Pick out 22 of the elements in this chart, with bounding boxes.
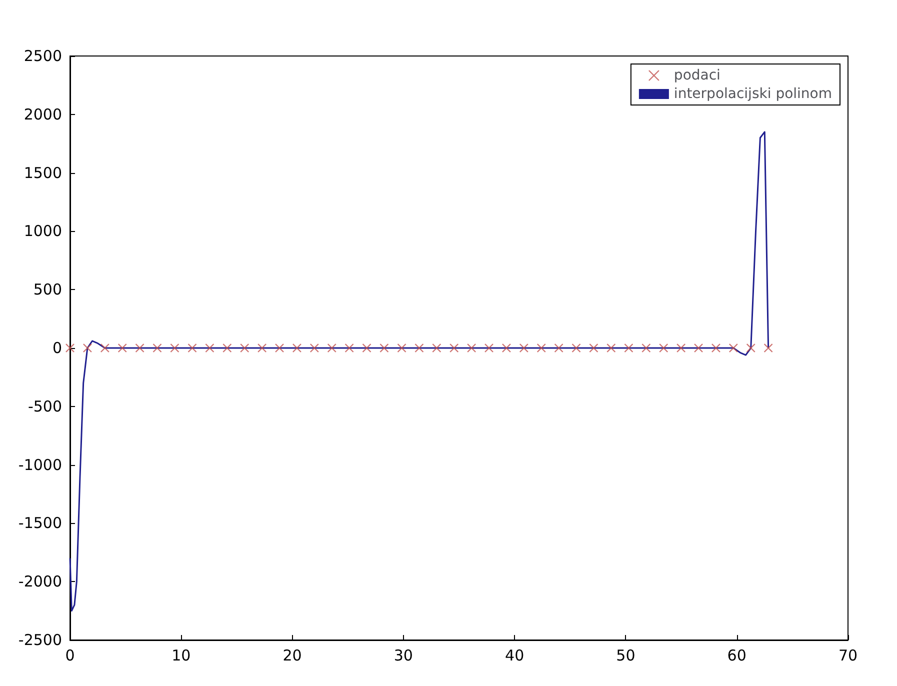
legend-label: podaci	[674, 68, 720, 84]
y-tick-label: -1500	[18, 514, 62, 532]
x-tick-label: 50	[616, 646, 636, 664]
x-tick-label: 70	[838, 646, 858, 664]
y-tick-label: 2500	[24, 47, 62, 65]
y-tick-label: 1000	[24, 222, 62, 240]
x-tick-label: 0	[65, 646, 75, 664]
y-tick-label: -2500	[18, 631, 62, 649]
y-tick-label: 2000	[24, 105, 62, 124]
line-series	[69, 131, 770, 612]
y-tick-label: -2000	[18, 572, 62, 591]
legend-label: interpolacijski polinom	[674, 86, 832, 102]
x-tick-label: 40	[505, 646, 524, 664]
x-tick-label: 30	[394, 646, 413, 664]
y-tick-label: -500	[28, 397, 62, 416]
x-tick-label: 10	[172, 646, 191, 664]
y-tick-label: 1500	[24, 164, 62, 182]
x-tick-label: 60	[727, 646, 746, 664]
y-tick-label: 500	[33, 280, 62, 299]
y-tick-label: -1000	[18, 456, 62, 474]
x-tick-label: 20	[282, 646, 302, 664]
y-tick-label: 0	[52, 339, 62, 357]
